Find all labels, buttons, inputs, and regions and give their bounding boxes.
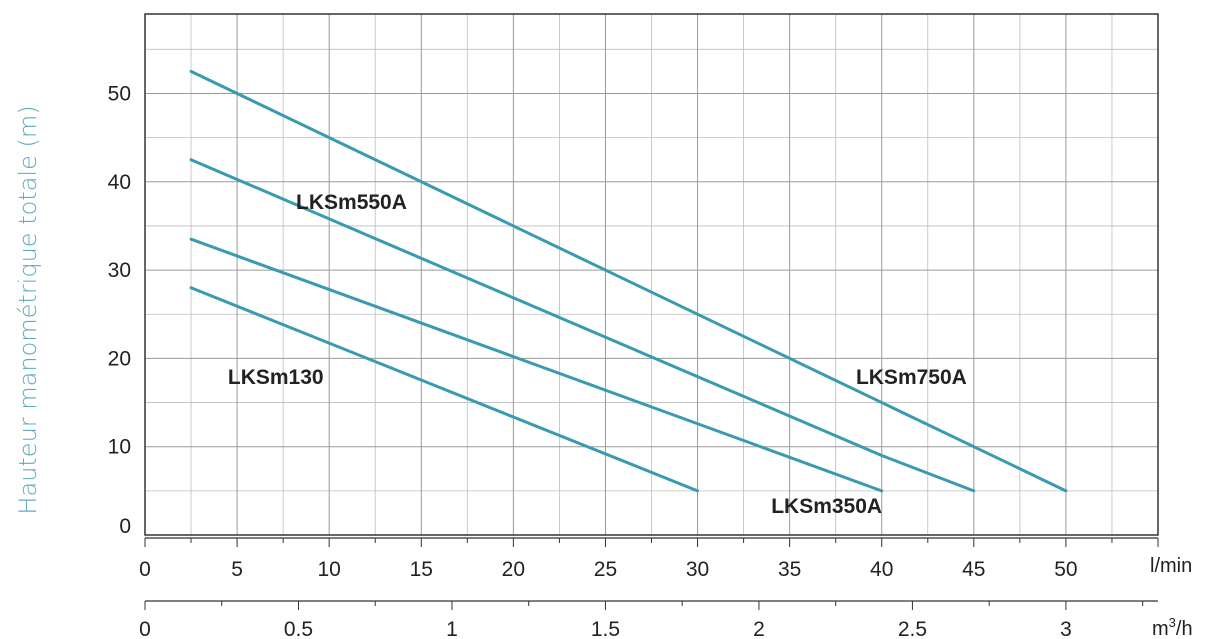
series-label-lksm550a: LKSm550A	[296, 191, 407, 214]
x-tick-label: 10	[318, 558, 341, 581]
y-tick-label: 30	[108, 259, 131, 282]
series-label-lksm350a: LKSm350A	[771, 495, 882, 518]
x2-tick-label: 2	[753, 618, 765, 639]
x-tick-label: 0	[139, 558, 151, 581]
x2-tick-label: 1	[446, 618, 458, 639]
series-line-lksm350a	[189, 237, 884, 493]
x-tick-label: 15	[410, 558, 433, 581]
series-line-lksm750a	[189, 69, 1068, 493]
y-tick-label: 20	[108, 347, 131, 370]
plot-frame	[144, 13, 1159, 536]
y-tick-label: 0	[119, 515, 131, 538]
x-tick-label: 25	[594, 558, 617, 581]
x-tick-label: 50	[1054, 558, 1077, 581]
series-label-lksm750a: LKSm750A	[856, 366, 967, 389]
series-line-lksm550a	[189, 158, 976, 493]
y-tick-label: 40	[108, 171, 131, 194]
x-axis-unit-secondary: m3/h	[1152, 615, 1193, 639]
y-tick-label: 50	[108, 82, 131, 105]
grid-minor	[145, 14, 1158, 535]
x2-tick-label: 1.5	[591, 618, 620, 639]
x-tick-label: 5	[231, 558, 243, 581]
series-labels: LKSm550A LKSm130 LKSm750A LKSm350A	[228, 191, 967, 518]
series-line-lksm130	[189, 286, 700, 493]
x-tick-label: 20	[502, 558, 525, 581]
x2-tick-label: 0.5	[284, 618, 313, 639]
series-label-lksm130: LKSm130	[228, 366, 324, 389]
y-axis-label: Hauteur manométrique totale (m)	[14, 105, 42, 514]
x2-tick-label: 3	[1060, 618, 1072, 639]
x-tick-label: 40	[870, 558, 893, 581]
x-tick-label: 35	[778, 558, 801, 581]
x-axis-unit-primary: l/min	[1150, 555, 1192, 577]
axes: 0 10 20 30 40 50 0 5 10 15 20 25 30 35 40 45 50 l/min 0 0.5…	[108, 13, 1193, 639]
x2-tick-label: 0	[139, 618, 151, 639]
x2-tick-label: 2.5	[898, 618, 927, 639]
series-lines	[189, 69, 1068, 493]
y-tick-label: 10	[108, 436, 131, 459]
x-tick-label: 45	[962, 558, 985, 581]
grid-major	[145, 14, 1158, 535]
x-tick-label: 30	[686, 558, 709, 581]
